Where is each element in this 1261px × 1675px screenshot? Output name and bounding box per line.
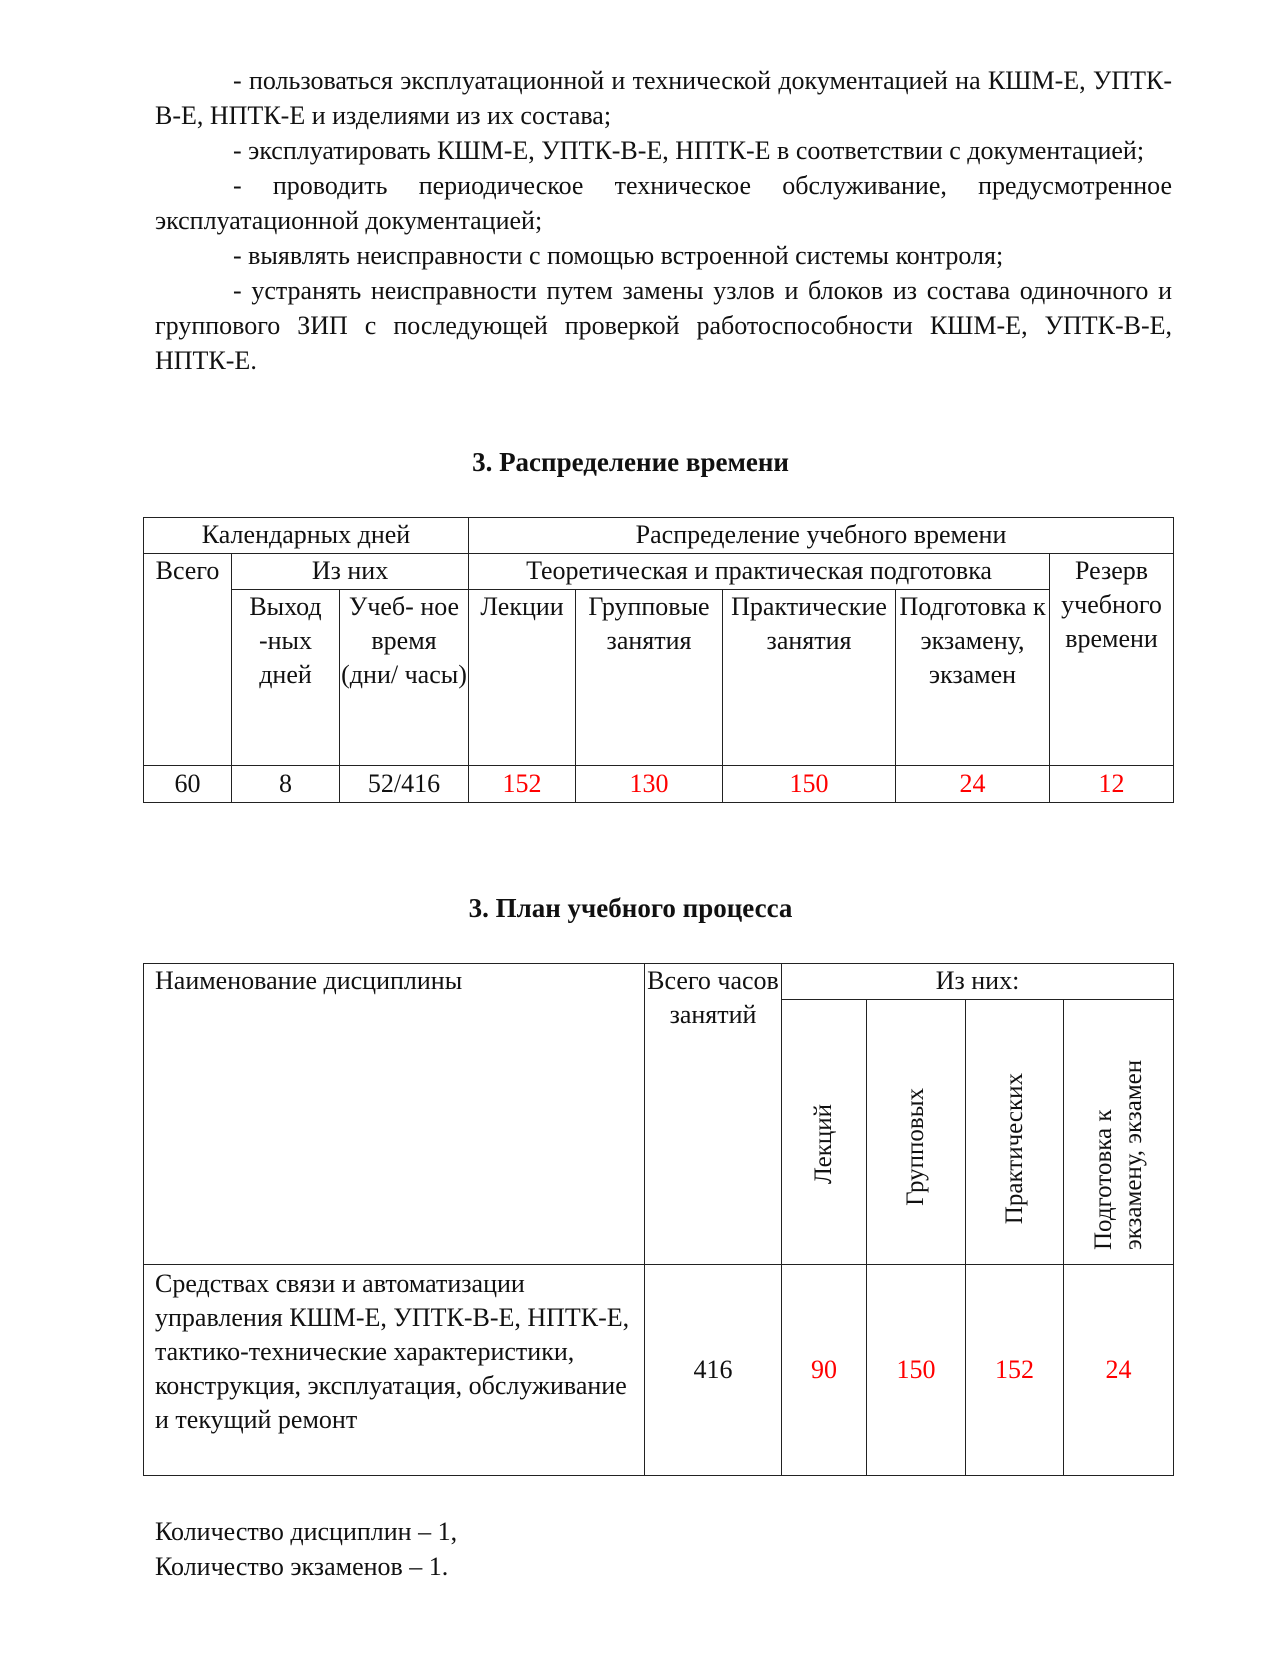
header-of-them: Из них: [230, 553, 470, 590]
cell-practical: 150: [722, 765, 897, 803]
header-practical: Практических: [1000, 1072, 1028, 1224]
section-title-plan: 3. План учебного процесса: [468, 893, 793, 923]
header-calendar-days: Календарных дней: [142, 517, 470, 554]
cell-total: 60: [143, 765, 232, 803]
header-group: Групповых: [902, 1088, 929, 1206]
header-study-time: Учеб- ное время (дни/ часы): [338, 589, 470, 766]
header-distribution: Распределение учебного времени: [468, 517, 1175, 554]
cell-group: 130: [575, 765, 724, 803]
section-title-time: 3. Распределение времени: [472, 447, 789, 477]
header-total-hours: Всего часов занятий: [644, 963, 782, 1265]
cell-lectures: 152: [468, 765, 577, 803]
paragraph: - выявлять неисправности с помощью встро…: [233, 241, 1004, 270]
paragraph: - эксплуатировать КШМ-Е, УПТК-В-Е, НПТК-…: [233, 136, 1145, 165]
header-group: Групповые занятия: [575, 589, 724, 766]
cell-exam-prep: 24: [895, 765, 1051, 803]
cell-lectures: 90: [781, 1264, 867, 1476]
header-exam-prep: Подготовка к экзамену, экзамен: [895, 589, 1051, 766]
cell-exam-prep: 24: [1062, 1264, 1175, 1476]
exams-count: Количество экзаменов – 1.: [155, 1552, 449, 1581]
header-days-off: Выход -ных дней: [231, 589, 340, 766]
cell-reserve: 12: [1049, 765, 1175, 803]
paragraph: - устранять неисправности путем замены у…: [155, 276, 1172, 375]
cell-days-off: 8: [231, 765, 340, 803]
header-lectures: Лекций: [810, 1103, 837, 1184]
header-theory-practice: Теоретическая и практическая подготовка: [468, 553, 1051, 590]
cell-discipline: Средствах связи и автоматизации управлен…: [143, 1264, 645, 1476]
header-exam-prep: Подготовка к экзамену, экзамен: [1089, 1059, 1147, 1250]
header-lectures: Лекции: [468, 589, 577, 766]
header-practical: Практические занятия: [722, 589, 897, 766]
cell-study-time: 52/416: [338, 765, 470, 803]
time-distribution-table: Календарных дней Распределение учебного …: [142, 517, 1175, 803]
cell-total-hours: 416: [644, 1264, 782, 1476]
header-of-them: Из них:: [780, 963, 1175, 1000]
study-plan-table: Наименование дисциплины Всего часов заня…: [143, 963, 1175, 1476]
cell-group: 150: [866, 1264, 966, 1476]
cell-practical: 152: [965, 1264, 1064, 1476]
paragraph: - проводить периодическое техническое об…: [155, 171, 1172, 235]
intro-text: - пользоваться эксплуатационной и технич…: [155, 63, 1172, 378]
header-reserve: Резерв учебного времени: [1049, 553, 1175, 766]
paragraph: - пользоваться эксплуатационной и технич…: [155, 66, 1172, 130]
disciplines-count: Количество дисциплин – 1,: [155, 1517, 458, 1546]
header-discipline: Наименование дисциплины: [143, 963, 645, 1265]
header-total: Всего: [143, 553, 232, 766]
